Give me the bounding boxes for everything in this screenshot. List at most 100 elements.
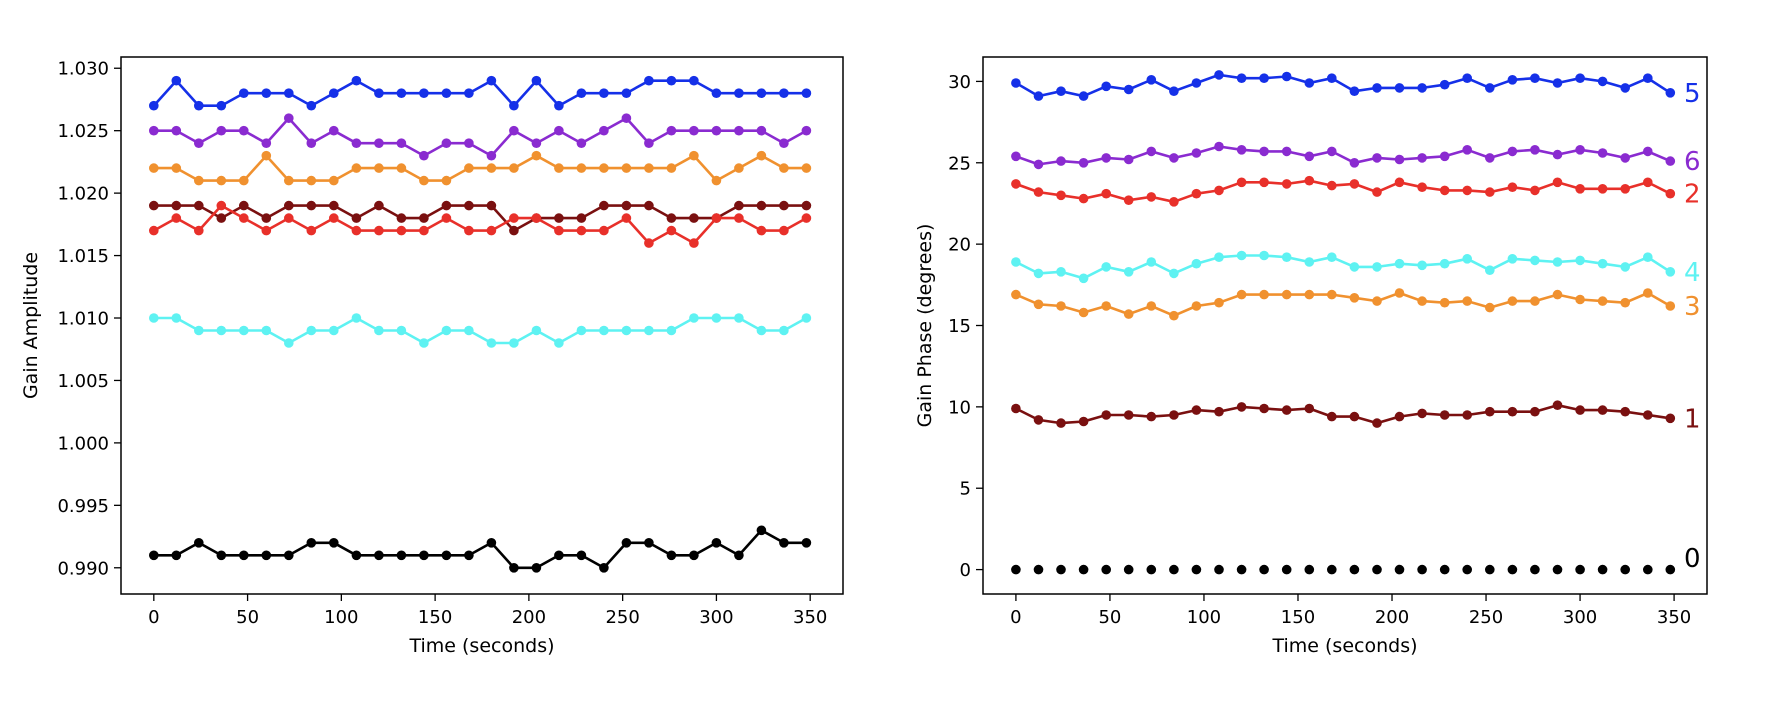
amplitude-series-1-point — [621, 200, 632, 211]
amplitude-y-axis-label: Gain Amplitude — [20, 252, 42, 399]
phase-series-4-point — [1259, 250, 1269, 261]
amplitude-series-1-point — [149, 200, 159, 211]
phase-series-4-point — [1620, 262, 1630, 272]
amplitude-series-0-point — [194, 538, 204, 548]
phase-series-2-point — [1191, 188, 1202, 199]
phase-series-6-point — [1552, 149, 1563, 160]
amplitude-series-6-point — [239, 125, 249, 136]
amplitude-series-4-point — [801, 313, 812, 323]
amplitude-series-0-point — [149, 550, 159, 561]
phase-series-6 — [1011, 141, 1676, 170]
amplitude-series-2-point — [666, 225, 677, 236]
phase-series-4-point — [1078, 273, 1089, 284]
amplitude-x-tick-label: 350 — [793, 607, 827, 628]
phase-series-4-point — [1552, 257, 1563, 267]
amplitude-series-2-point — [374, 225, 384, 236]
phase-series-label-1: 1 — [1684, 404, 1701, 434]
amplitude-series-5-point — [554, 100, 564, 111]
phase-series-3-point — [1056, 301, 1066, 311]
amplitude-series-4-point — [779, 325, 789, 336]
phase-series-1-point — [1056, 418, 1066, 428]
phase-series-1-point — [1417, 408, 1427, 419]
amplitude-series-5-point — [756, 88, 767, 98]
amplitude-series-5-point — [486, 75, 497, 86]
amplitude-series-5 — [149, 75, 812, 111]
phase-series-5-point — [1214, 70, 1224, 80]
amplitude-series-4-point — [239, 325, 249, 336]
amplitude-series-1-point — [644, 200, 654, 211]
phase-series-5-point — [1462, 73, 1472, 83]
phase-series-2-point — [1033, 187, 1044, 197]
phase-series-6-point — [1011, 151, 1021, 162]
phase-series-0-point — [1417, 564, 1427, 575]
amplitude-series-3-point — [284, 175, 294, 186]
phase-series-2-point — [1146, 192, 1157, 202]
phase-series-4 — [1011, 250, 1676, 284]
amplitude-series-3-point — [689, 150, 699, 161]
phase-series-5-point — [1191, 78, 1202, 88]
amplitude-series-2 — [149, 200, 812, 248]
amplitude-series-1-point — [216, 213, 227, 223]
amplitude-series-0-point — [171, 550, 182, 561]
amplitude-series-1-point — [509, 225, 519, 236]
phase-series-1 — [1011, 400, 1676, 428]
phase-series-4-point — [1033, 268, 1044, 279]
phase-series-2-point — [1597, 184, 1608, 194]
amplitude-series-0-point — [486, 538, 497, 548]
phase-series-1-point — [1620, 406, 1630, 417]
phase-series-5 — [1011, 70, 1676, 101]
phase-series-0-point — [1281, 564, 1292, 575]
amplitude-series-4-point — [329, 325, 339, 336]
phase-series-3-point — [1078, 307, 1089, 318]
phase-x-tick-label: 100 — [1187, 607, 1221, 628]
phase-series-3-point — [1101, 301, 1111, 311]
amplitude-series-3 — [149, 150, 812, 186]
amplitude-series-3-point — [621, 163, 632, 173]
phase-series-6-point — [1485, 153, 1495, 163]
phase-series-3-point — [1485, 302, 1495, 313]
phase-series-1-point — [1123, 410, 1134, 420]
phase-x-tick-label: 200 — [1375, 607, 1409, 628]
phase-series-6-point — [1439, 151, 1450, 162]
phase-series-6-point — [1327, 146, 1337, 157]
phase-series-0-point — [1552, 564, 1563, 575]
phase-series-1-point — [1485, 406, 1495, 417]
phase-series-0-point — [1439, 564, 1450, 575]
phase-y-tick-label: 15 — [948, 316, 971, 337]
phase-series-2-point — [1643, 177, 1653, 188]
phase-series-6-point — [1236, 145, 1247, 155]
phase-y-tick-label: 20 — [948, 235, 971, 256]
amplitude-series-6-point — [554, 125, 564, 136]
amplitude-y-tick-label: 1.010 — [57, 309, 109, 330]
phase-series-2-point — [1259, 177, 1269, 188]
amplitude-series-1-point — [194, 200, 204, 211]
amplitude-series-4-point — [464, 325, 474, 336]
amplitude-series-4 — [149, 313, 812, 348]
amplitude-series-5-point — [666, 75, 677, 86]
amplitude-series-5-point — [216, 100, 227, 111]
amplitude-series-4-point — [689, 313, 699, 323]
phase-x-ticks: 0 50 100 150 200 250 300 350 — [1010, 594, 1691, 628]
amplitude-series-6-point — [284, 113, 294, 123]
phase-series-1-point — [1078, 416, 1089, 427]
amplitude-series-3-point — [396, 163, 407, 173]
amplitude-series-4-point — [374, 325, 384, 336]
phase-series-label-2: 2 — [1684, 180, 1701, 210]
phase-series-3-point — [1507, 296, 1518, 306]
phase-x-axis-label: Time (seconds) — [1271, 635, 1417, 657]
phase-series-2-point — [1417, 182, 1427, 192]
amplitude-series-3-point — [711, 175, 722, 186]
phase-series-0-point — [1643, 564, 1653, 575]
phase-series-3-point — [1620, 297, 1630, 308]
amplitude-series-5-point — [621, 88, 632, 98]
amplitude-series-1-point — [599, 200, 609, 211]
amplitude-series-3-point — [149, 163, 159, 173]
amplitude-series-5-point — [261, 88, 272, 98]
phase-series-5-point — [1101, 81, 1111, 92]
phase-series-5-point — [1507, 75, 1518, 85]
amplitude-series-6 — [149, 113, 812, 161]
amplitude-series-1-point — [239, 200, 249, 211]
amplitude-series-1-point — [779, 200, 789, 211]
phase-series-5-point — [1530, 73, 1540, 83]
phase-series-1-point — [1169, 410, 1179, 420]
